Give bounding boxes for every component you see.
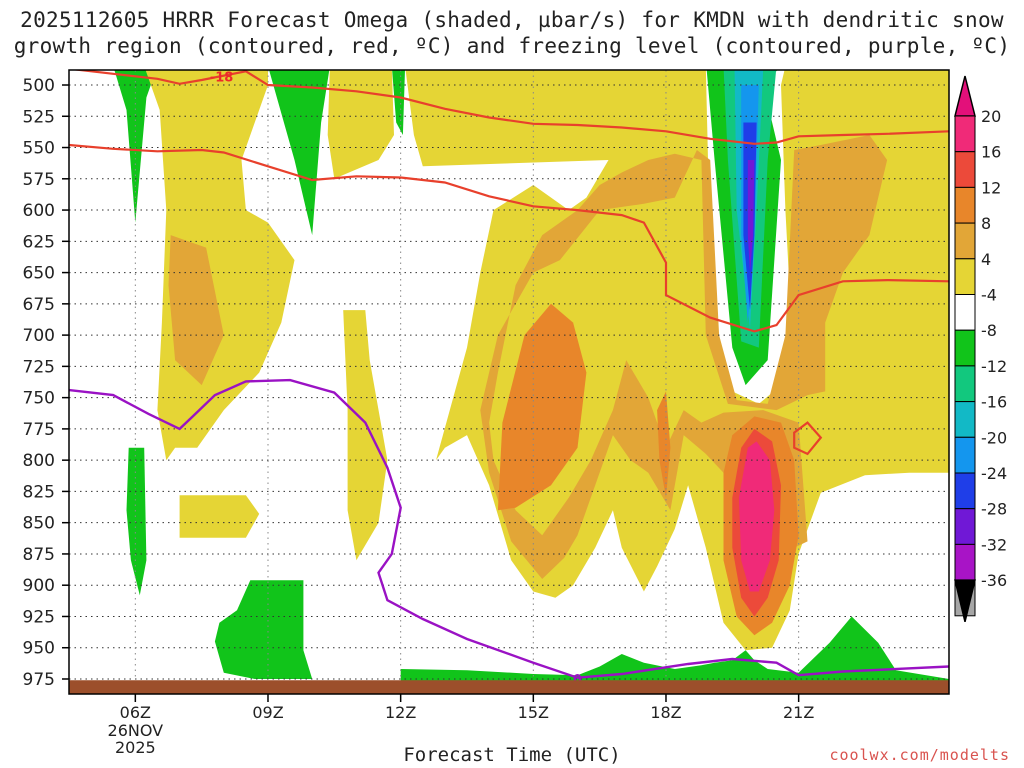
ground-surface [69, 680, 949, 694]
y-tick-label: 575 [23, 170, 55, 190]
colorbar-bin [954, 365, 976, 403]
colorbar-bin [954, 329, 976, 367]
colorbar-label: 12 [981, 178, 1001, 197]
x-tick-label: 15Z [518, 703, 549, 722]
y-tick-label: 825 [23, 482, 55, 502]
colorbar-bin [954, 436, 976, 474]
colorbar-bin [954, 186, 976, 224]
colorbar-label: -4 [981, 286, 997, 305]
colorbar-label: -12 [981, 357, 1007, 376]
colorbar-bin [954, 543, 976, 581]
omega-region-neg4-4 [214, 580, 313, 679]
colorbar-label: -24 [981, 464, 1007, 483]
omega-region-neg4-3 [126, 447, 147, 596]
colorbar-top-triangle [954, 75, 976, 117]
colorbar-label: -36 [981, 571, 1007, 590]
y-tick-label: 725 [23, 357, 55, 377]
colorbar-label: -32 [981, 535, 1007, 554]
freezing-level-contour [69, 378, 949, 679]
chart-title-line-2: growth region (contoured, red, ºC) and f… [13, 34, 1011, 58]
y-tick-label: 925 [23, 607, 55, 627]
colorbar-bin [954, 222, 976, 260]
x-date-label: 26NOV [108, 721, 164, 740]
omega-region-pos12-0 [497, 303, 587, 511]
omega-region-neg4-1 [269, 70, 330, 236]
x-date-label: 2025 [115, 738, 156, 757]
y-tick-label: 675 [23, 295, 55, 315]
y-tick-label: 775 [23, 420, 55, 440]
y-tick-label: 900 [23, 576, 55, 596]
y-tick-label: 500 [23, 76, 55, 96]
dendritic-bottom-contour [69, 143, 949, 333]
colorbar-bin [954, 258, 976, 295]
y-axis: 500 525 550 575 600 625 650 675 700 725 750 775 800 8… [23, 76, 69, 690]
grid-lines [69, 70, 949, 694]
colorbar-label: -28 [981, 500, 1007, 519]
colorbar-bin [954, 294, 976, 331]
x-tick-label: 06Z [120, 703, 151, 722]
omega-region-neg4-0 [114, 70, 157, 223]
colorbar-label: 8 [981, 214, 991, 233]
y-tick-label: 625 [23, 232, 55, 252]
contour-label: -18 [210, 70, 234, 85]
x-tick-label: 21Z [783, 703, 814, 722]
omega-region-neg4-5 [400, 616, 949, 686]
colorbar-bottom-triangle [954, 579, 976, 622]
colorbar-label: 4 [981, 250, 991, 269]
colorbar-legend: 20 16 12 8 4 -4 -8 -12 -16 -20 -24 -28 -32 -36 [954, 75, 1007, 622]
y-tick-label: 950 [23, 639, 55, 659]
colorbar-label: 16 [981, 143, 1001, 162]
colorbar-label: 20 [981, 107, 1001, 126]
y-tick-label: 975 [23, 670, 55, 690]
colorbar-bin [954, 472, 976, 510]
colorbar-bin [954, 115, 976, 153]
colorbar-label: -16 [981, 393, 1007, 412]
colorbar-bin [954, 151, 976, 188]
omega-region-neg24-0 [747, 160, 755, 273]
dendritic-top-contour [70, 70, 949, 145]
omega-shaded-regions [114, 70, 949, 686]
y-tick-label: 875 [23, 545, 55, 565]
dendritic-loop-contour [793, 421, 823, 456]
omega-region-neg4-2 [392, 70, 405, 135]
y-tick-label: 525 [23, 107, 55, 127]
colorbar-bin [954, 508, 976, 545]
plot-frame [68, 69, 950, 695]
omega-region-pos4-3 [343, 310, 388, 561]
source-credit: coolwx.com/modelts [829, 746, 1010, 764]
y-tick-label: 800 [23, 451, 55, 471]
x-tick-label: 18Z [650, 703, 681, 722]
x-tick-label: 12Z [385, 703, 416, 722]
chart-title-line-1: 2025112605 HRRR Forecast Omega (shaded, … [20, 8, 1004, 32]
colorbar-bin [954, 401, 976, 438]
omega-region-pos20-0 [738, 441, 775, 592]
omega-region-pos8-0 [168, 235, 224, 386]
y-tick-label: 650 [23, 264, 55, 284]
y-tick-label: 750 [23, 389, 55, 409]
y-tick-label: 600 [23, 201, 55, 221]
colorbar-label: -8 [981, 321, 997, 340]
x-axis-title: Forecast Time (UTC) [403, 744, 621, 766]
ground-bar [69, 680, 949, 694]
x-tick-label: 09Z [252, 703, 283, 722]
y-tick-label: 850 [23, 514, 55, 534]
y-tick-label: 700 [23, 326, 55, 346]
omega-region-pos4-1 [327, 70, 394, 179]
omega-region-pos4-4 [179, 495, 260, 538]
y-tick-label: 550 [23, 139, 55, 159]
contour-lines: -180 [69, 70, 949, 688]
omega-region-pos12-1 [657, 391, 671, 498]
colorbar-label: -20 [981, 428, 1007, 447]
